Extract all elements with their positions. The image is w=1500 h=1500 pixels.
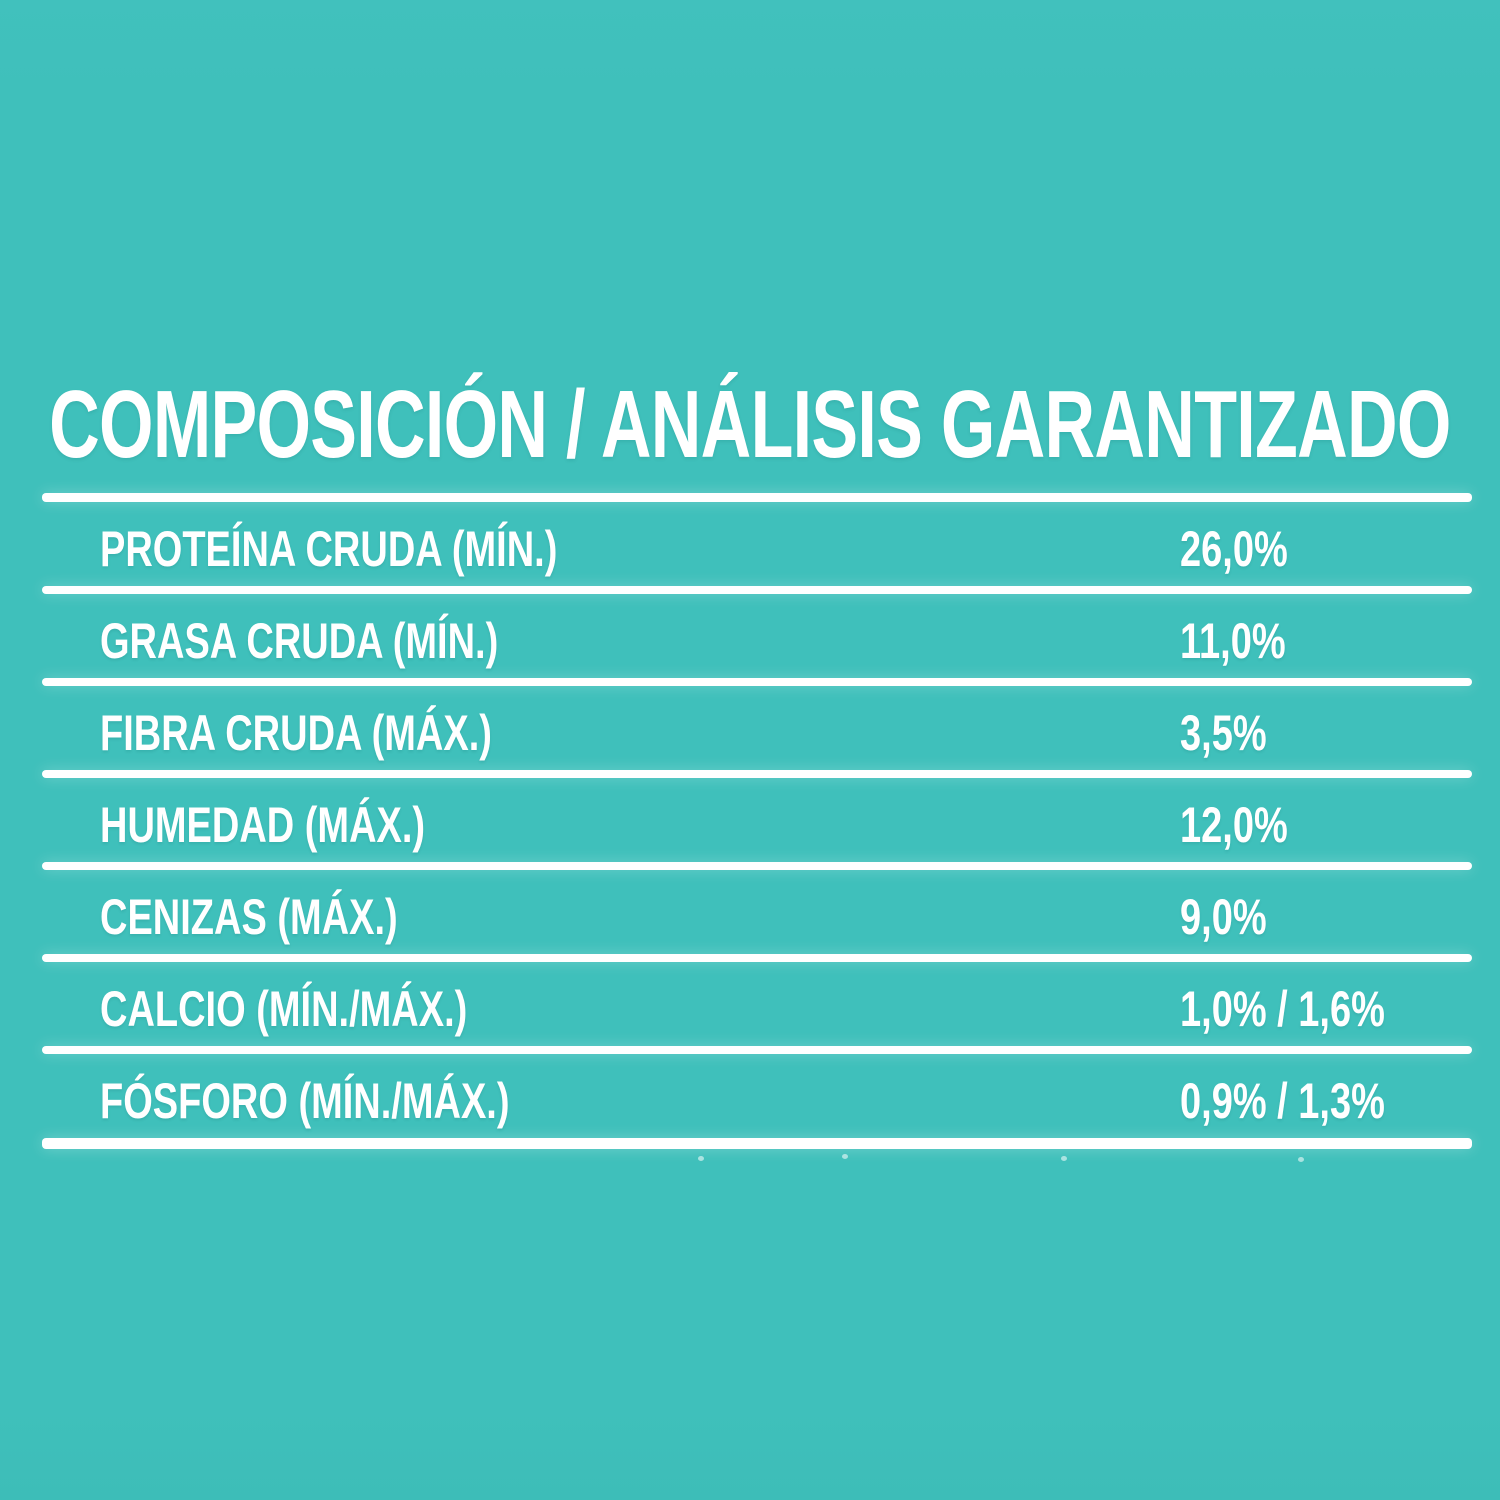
table-row: PROTEÍNA CRUDA (MÍN.) 26,0% [42, 502, 1472, 586]
speck [1298, 1157, 1304, 1162]
speck [842, 1154, 848, 1159]
row-divider [42, 586, 1472, 594]
row-value: 1,0% / 1,6% [1180, 981, 1385, 1037]
row-label: PROTEÍNA CRUDA (MÍN.) [100, 521, 558, 577]
row-value: 3,5% [1180, 705, 1267, 761]
table-row: CALCIO (MÍN./MÁX.) 1,0% / 1,6% [42, 962, 1472, 1046]
speck [1061, 1156, 1067, 1161]
page-title-text: COMPOSICIÓN / ANÁLISIS GARANTIZADO [49, 371, 1451, 478]
table-row: FIBRA CRUDA (MÁX.) 3,5% [42, 686, 1472, 770]
table-row: FÓSFORO (MÍN./MÁX.) 0,9% / 1,3% [42, 1054, 1472, 1138]
row-label: CENIZAS (MÁX.) [100, 889, 398, 945]
table-top-rule [42, 493, 1472, 502]
table-bottom-rule [42, 1138, 1472, 1149]
row-label: GRASA CRUDA (MÍN.) [100, 613, 499, 669]
row-divider [42, 862, 1472, 870]
table-row: HUMEDAD (MÁX.) 12,0% [42, 778, 1472, 862]
page-title: COMPOSICIÓN / ANÁLISIS GARANTIZADO [0, 360, 1500, 490]
row-value: 12,0% [1180, 797, 1288, 853]
table-row: GRASA CRUDA (MÍN.) 11,0% [42, 594, 1472, 678]
row-value: 11,0% [1180, 613, 1286, 669]
row-divider [42, 770, 1472, 778]
row-value: 26,0% [1180, 521, 1288, 577]
composition-table-rows: PROTEÍNA CRUDA (MÍN.) 26,0% GRASA CRUDA (M… [42, 502, 1472, 1149]
row-label: CALCIO (MÍN./MÁX.) [100, 981, 468, 1037]
row-label: HUMEDAD (MÁX.) [100, 797, 426, 853]
row-divider [42, 678, 1472, 686]
composition-table: PROTEÍNA CRUDA (MÍN.) 26,0% GRASA CRUDA (M… [42, 493, 1472, 1149]
table-row: CENIZAS (MÁX.) 9,0% [42, 870, 1472, 954]
row-label: FÓSFORO (MÍN./MÁX.) [100, 1073, 510, 1129]
speck [698, 1156, 704, 1161]
row-divider [42, 1046, 1472, 1054]
row-divider [42, 954, 1472, 962]
row-label: FIBRA CRUDA (MÁX.) [100, 705, 492, 761]
row-value: 9,0% [1180, 889, 1267, 945]
row-value: 0,9% / 1,3% [1180, 1073, 1385, 1129]
